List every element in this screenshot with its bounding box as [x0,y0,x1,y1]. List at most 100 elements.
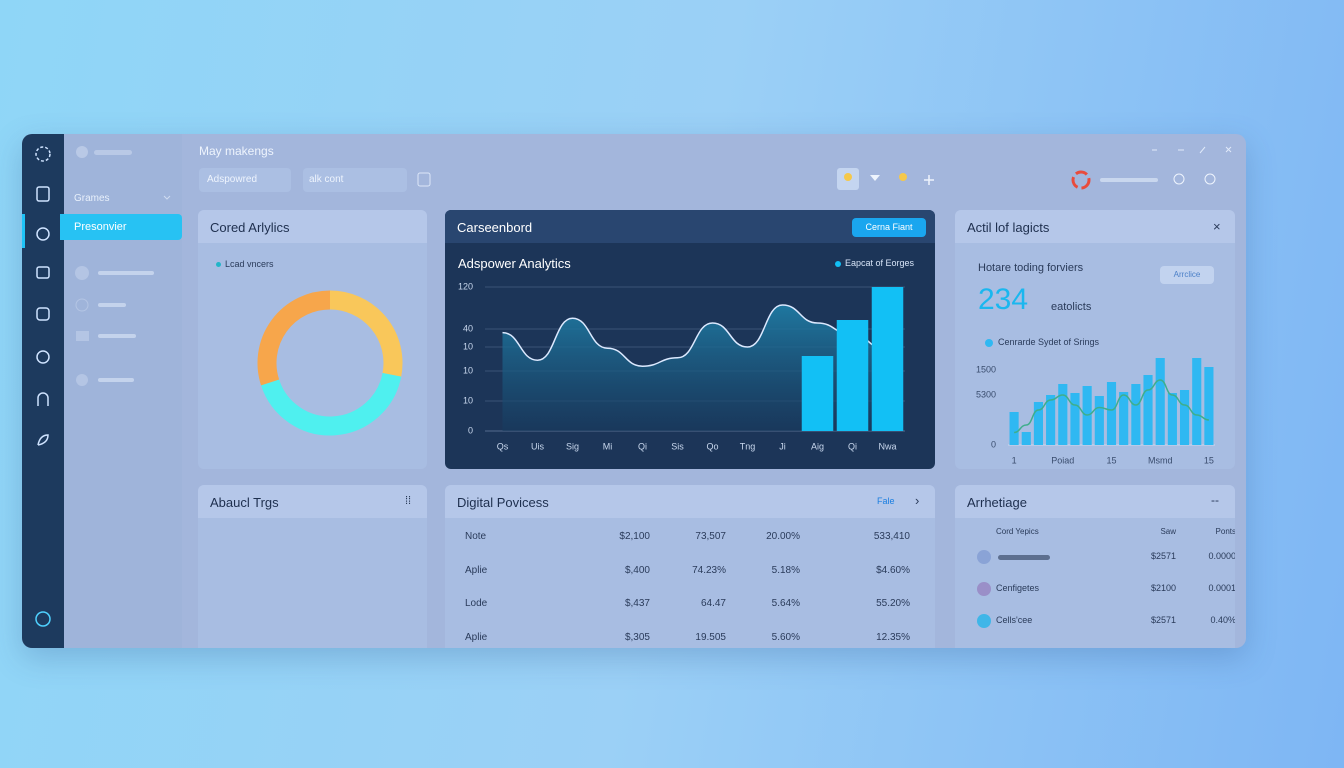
menu-button[interactable]: -- [1211,493,1219,507]
placeholder [1100,178,1158,182]
card: Digital Povicess Fale › Note $2,100 73,507… [445,485,935,648]
legend-dot [985,339,993,347]
icon[interactable] [870,175,880,181]
table-cell: Lode [465,598,488,609]
x-tick-label: Aig [811,441,824,451]
icon[interactable] [899,173,907,181]
button[interactable] [1160,266,1214,284]
icon[interactable] [35,611,51,627]
x-tick-label: 15 [1204,455,1214,465]
icon[interactable] [924,175,934,185]
icon[interactable] [36,350,50,364]
placeholder [98,303,126,307]
nav-decor [75,146,171,386]
action-button-label[interactable]: Cerna Fiant [865,222,913,232]
card-header [955,485,1235,518]
table-cell: 533,410 [873,531,910,542]
icon[interactable] [36,266,50,279]
placeholder [98,334,136,338]
line [502,304,888,367]
kpi-unit: eatolicts [1051,301,1092,313]
bar [1167,393,1177,445]
filter-dropdown[interactable] [199,168,291,192]
table-cell: Cells'cee [996,615,1033,625]
filter-label[interactable]: Adspowred [207,174,258,185]
icon [844,173,852,181]
y-tick-label: 0 [468,425,473,435]
legend-dot [216,262,221,267]
x-tick-label: Sig [566,441,579,451]
card-header [955,210,1235,243]
table-cell: $,400 [624,564,650,576]
card-title: Carseenbord [457,220,533,235]
table-cell: 74.23% [692,564,726,576]
icon [76,331,89,341]
icon[interactable] [1173,173,1185,185]
y-tick-label: 10 [463,341,473,351]
table-cell: $2571 [1150,551,1176,561]
search-text[interactable]: alk cont [309,174,344,185]
avatar [977,550,991,564]
legend-label: Eapcat of Eorges [845,258,915,268]
app-window: Grames Presonvier May makengs Adspowred … [22,134,1246,648]
button-label[interactable]: Arrclice [1173,270,1201,279]
bar [1179,390,1190,445]
icon[interactable] [36,307,50,321]
icon[interactable] [37,434,49,446]
window-controls[interactable] [1152,146,1232,154]
card-title: Actil lof lagicts [967,220,1050,235]
table-cell: $2571 [1150,615,1176,625]
bar [801,356,834,431]
nav-active[interactable] [60,214,182,240]
chevron[interactable]: › [915,493,920,508]
nav-active-label[interactable]: Presonvier [74,221,127,233]
icon[interactable] [1071,170,1091,190]
icon[interactable] [1204,173,1216,185]
icon-sidebar [22,134,64,648]
y-tick-label: 40 [463,323,473,333]
x-tick-label: Ji [779,441,786,451]
bar [836,320,869,431]
link[interactable]: Fale [877,496,895,506]
column-header: Cord Yepics [996,527,1039,536]
y-tick-label: 120 [458,281,473,291]
bar [1204,367,1214,445]
legend-label: Cenrarde Sydet of Srings [998,337,1100,347]
bar [1058,384,1068,445]
bar [1046,395,1056,445]
icon[interactable] [35,146,51,162]
table-cell: $2,100 [619,531,650,542]
bar [1119,392,1129,445]
card: Abaucl Trgs ⁞⁞ [198,485,427,648]
icon[interactable] [37,392,49,406]
bar [1021,432,1031,445]
combo-chart: 0 10 10 10 40 120 Qs Uis Sig Mi Qi Sis Qo Tng Ji Aig Qi N… [458,281,905,451]
line [1013,379,1209,434]
table-cell: $,305 [624,631,650,643]
x-tick-label: 15 [1106,455,1116,465]
nav-section[interactable]: Grames [74,193,110,204]
toolbar-icons [417,146,1232,190]
action-button[interactable] [852,218,926,237]
icon [75,266,89,280]
menu-button[interactable]: ⁞⁞ [405,495,412,507]
donut-segment [257,290,331,386]
search-box[interactable] [303,168,407,192]
subtitle: Hotare toding forviers [978,262,1084,274]
area [502,305,888,431]
name-placeholder [998,555,1050,560]
table-cell: 19.505 [695,631,726,643]
bar [1192,358,1202,445]
icon[interactable] [36,227,50,241]
table-cell: 0.40% [1210,615,1235,625]
header-title: May makengs [199,144,274,158]
table-cell: 20.00% [766,531,800,542]
donut-segment [261,372,402,436]
x-tick-label: Msmd [1148,455,1173,465]
chevron[interactable] [163,195,171,200]
donut-segment [329,290,403,377]
icon[interactable] [36,186,50,202]
icon[interactable] [417,172,431,187]
bar [1143,375,1153,445]
close-button[interactable]: × [1213,219,1221,234]
